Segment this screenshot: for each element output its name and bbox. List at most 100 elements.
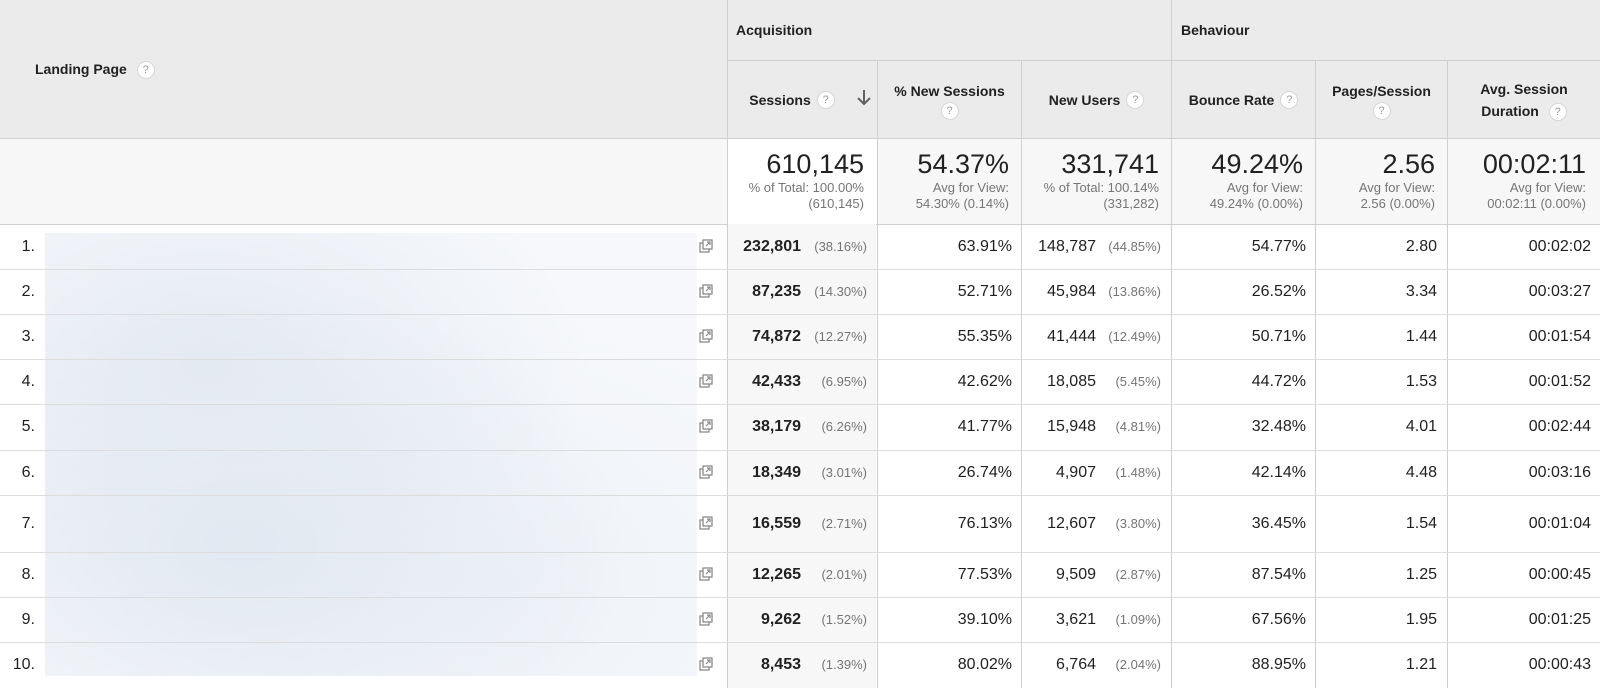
summary-pages-session: 2.56 Avg for View: 2.56 (0.00%)	[1316, 148, 1435, 212]
new-users-percent: (1.48%)	[1115, 464, 1161, 480]
help-icon[interactable]: ?	[1126, 91, 1145, 109]
help-icon[interactable]: ?	[816, 91, 835, 109]
help-icon[interactable]: ?	[940, 102, 959, 120]
open-in-new-window-icon[interactable]	[699, 283, 713, 298]
bounce-rate-value: 88.95%	[1251, 656, 1306, 673]
avg-duration-value: 00:01:04	[1528, 514, 1591, 532]
summary-sessions: 610,145 % of Total: 100.00% (610,145)	[728, 148, 864, 212]
open-in-new-window-icon[interactable]	[699, 515, 713, 530]
pages-session-value: 1.25	[1405, 565, 1437, 583]
pages-session-value: 1.54	[1405, 514, 1437, 532]
column-divider	[1315, 139, 1316, 688]
header-divider	[1021, 61, 1022, 138]
sessions-percent: (1.39%)	[821, 657, 867, 672]
row-number: 4.	[21, 372, 35, 390]
header-divider	[1315, 61, 1316, 138]
summary-sessions-value: 610,145	[766, 149, 864, 179]
pages-session-value: 1.44	[1405, 327, 1437, 345]
row-divider	[0, 495, 1600, 496]
help-icon[interactable]: ?	[1372, 102, 1391, 120]
new-users-percent: (4.81%)	[1115, 419, 1161, 434]
header-divider	[1171, 0, 1172, 138]
row-number: 1.	[21, 237, 35, 255]
pages-session-value: 4.48	[1405, 463, 1437, 481]
row-number: 3.	[21, 327, 35, 345]
sessions-percent: (14.30%)	[814, 283, 867, 299]
row-number: 2.	[21, 282, 35, 300]
column-header-new-users[interactable]: New Users ?	[1022, 62, 1171, 138]
column-header-sessions[interactable]: Sessions ?	[728, 62, 856, 138]
arrow-down-icon[interactable]	[856, 88, 872, 108]
bounce-rate-value: 44.72%	[1251, 372, 1306, 390]
column-header-pages-session[interactable]: Pages/Session ?	[1316, 62, 1447, 138]
row-number: 6.	[21, 463, 35, 481]
summary-pages-session-sub1: Avg for View:	[1358, 180, 1435, 195]
pages-session-value: 2.80	[1405, 237, 1437, 255]
open-in-new-window-icon[interactable]	[699, 238, 713, 253]
avg-duration-value: 00:03:27	[1528, 282, 1591, 300]
summary-avg-duration-sub1: Avg for View:	[1509, 180, 1586, 195]
open-in-new-window-icon[interactable]	[699, 464, 713, 479]
open-in-new-window-icon[interactable]	[699, 611, 713, 626]
open-in-new-window-icon[interactable]	[699, 419, 713, 433]
summary-bounce-rate-sub2: 49.24% (0.00%)	[1209, 196, 1303, 211]
help-icon[interactable]: ?	[136, 61, 155, 80]
bounce-rate-header-label: Bounce Rate	[1188, 92, 1275, 108]
help-icon[interactable]: ?	[1280, 91, 1299, 109]
sessions-percent: (2.01%)	[821, 566, 867, 582]
table-header	[0, 0, 1600, 139]
summary-new-sessions-sub1: Avg for View:	[932, 180, 1009, 195]
open-in-new-window-icon[interactable]	[699, 328, 713, 343]
new-sessions-value: 55.35%	[957, 327, 1012, 345]
new-users-percent: (44.85%)	[1108, 238, 1161, 254]
sessions-value: 16,559	[752, 514, 801, 532]
open-in-new-window-icon[interactable]	[699, 566, 713, 581]
summary-row-label-area	[0, 139, 727, 225]
row-number: 8.	[21, 565, 35, 583]
row-divider	[0, 404, 1600, 405]
pages-session-value: 4.01	[1405, 418, 1437, 435]
row-number: 7.	[21, 514, 35, 532]
summary-metrics-bg	[878, 139, 1600, 225]
sessions-value: 38,179	[752, 418, 801, 435]
bounce-rate-value: 54.77%	[1251, 237, 1306, 255]
avg-duration-value: 00:03:16	[1528, 463, 1591, 481]
pages-session-value: 3.34	[1405, 282, 1437, 300]
row-number: 9.	[21, 610, 35, 628]
bounce-rate-value: 87.54%	[1251, 565, 1306, 583]
new-users-value: 3,621	[1055, 610, 1096, 628]
sessions-percent: (6.26%)	[821, 419, 867, 434]
row-divider	[0, 359, 1600, 360]
column-header-avg-session-duration[interactable]: Avg. Session Duration ?	[1448, 62, 1600, 138]
avg-session-header-label-line1: Avg. Session	[1480, 81, 1568, 97]
new-users-value: 6,764	[1055, 656, 1096, 673]
row-divider	[0, 269, 1600, 270]
open-in-new-window-icon[interactable]	[699, 657, 713, 671]
new-sessions-value: 52.71%	[957, 282, 1012, 300]
column-divider	[1171, 139, 1172, 688]
landing-page-header[interactable]: Landing Page ?	[35, 61, 155, 80]
summary-sessions-bg	[728, 139, 877, 225]
summary-avg-duration-value: 00:02:11	[1482, 149, 1586, 179]
avg-duration-value: 00:01:25	[1528, 610, 1591, 628]
avg-duration-value: 00:01:52	[1528, 372, 1591, 390]
summary-avg-duration-sub2: 00:02:11 (0.00%)	[1487, 196, 1586, 211]
summary-new-sessions: 54.37% Avg for View: 54.30% (0.14%)	[878, 148, 1009, 212]
new-users-value: 148,787	[1038, 237, 1096, 255]
new-users-value: 4,907	[1055, 463, 1096, 481]
open-in-new-window-icon[interactable]	[699, 373, 713, 388]
sessions-value: 12,265	[752, 565, 801, 583]
avg-duration-value: 00:00:45	[1528, 565, 1591, 583]
column-header-bounce-rate[interactable]: Bounce Rate ?	[1172, 62, 1315, 138]
new-sessions-value: 39.10%	[957, 610, 1012, 628]
column-header-new-sessions[interactable]: % New Sessions ?	[878, 62, 1021, 138]
bounce-rate-value: 36.45%	[1251, 514, 1306, 532]
new-sessions-value: 63.91%	[957, 237, 1012, 255]
new-users-percent: (2.87%)	[1115, 566, 1161, 582]
help-icon[interactable]: ?	[1548, 103, 1567, 122]
sessions-value: 74,872	[752, 327, 801, 345]
column-divider	[1447, 139, 1448, 688]
new-sessions-value: 41.77%	[957, 418, 1012, 435]
avg-duration-value: 00:02:02	[1528, 237, 1591, 255]
row-divider	[0, 597, 1600, 598]
